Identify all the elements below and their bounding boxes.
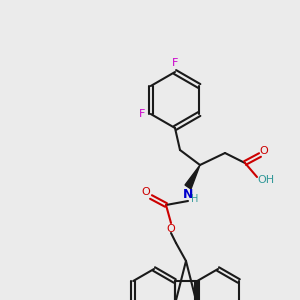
- Polygon shape: [185, 165, 200, 189]
- Text: OH: OH: [257, 175, 274, 185]
- Text: N: N: [183, 188, 193, 202]
- Text: F: F: [139, 109, 145, 119]
- Text: H: H: [191, 194, 199, 204]
- Text: O: O: [142, 187, 150, 197]
- Text: O: O: [260, 146, 268, 156]
- Text: O: O: [167, 224, 176, 234]
- Text: F: F: [172, 58, 178, 68]
